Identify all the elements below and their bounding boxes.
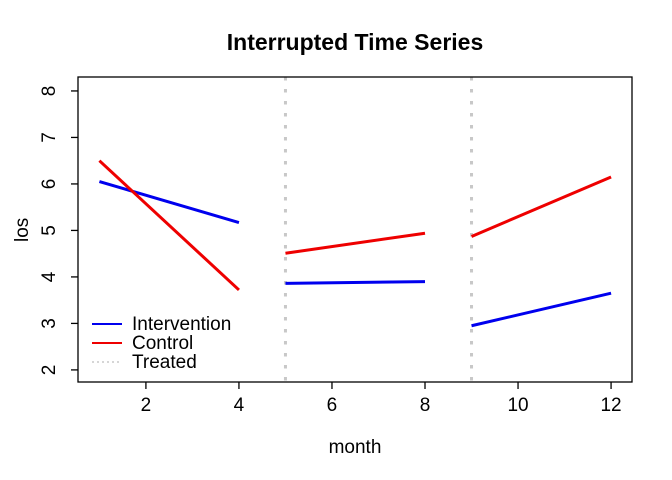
y-tick-label: 5 [39, 225, 60, 236]
series-line-control [285, 231, 426, 255]
series-line-intervention [471, 291, 612, 328]
y-axis-label: los [12, 217, 33, 242]
series-line-control [98, 159, 240, 292]
x-axis-label: month [328, 437, 382, 458]
x-tick-label: 12 [600, 395, 621, 416]
x-tick-label: 4 [234, 395, 245, 416]
plot-frame [77, 76, 633, 383]
y-tick-label: 4 [39, 271, 60, 282]
legend-label-treated: Treated [132, 352, 197, 373]
y-tick-label: 8 [39, 86, 60, 97]
y-tick-label: 6 [39, 179, 60, 190]
x-tick-label: 6 [327, 395, 338, 416]
y-tick-label: 2 [39, 365, 60, 376]
y-tick-label: 3 [39, 318, 60, 329]
chart-title: Interrupted Time Series [226, 29, 484, 55]
series-line-control [470, 175, 612, 238]
y-tick-label: 7 [39, 132, 60, 143]
series-line-intervention [98, 180, 240, 224]
x-tick-label: 8 [420, 395, 431, 416]
legend-label-control: Control [132, 333, 193, 354]
legend-label-intervention: Intervention [132, 314, 231, 335]
series-line-intervention [285, 280, 426, 285]
x-tick-label: 10 [507, 395, 528, 416]
x-tick-label: 2 [141, 395, 152, 416]
